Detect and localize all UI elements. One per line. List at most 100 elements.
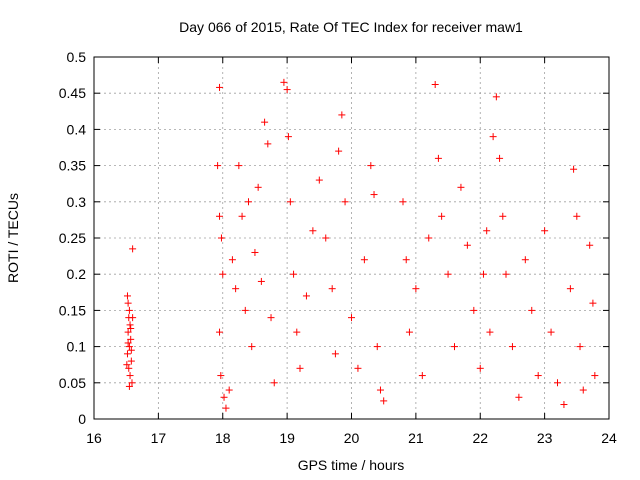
data-point <box>217 372 225 380</box>
x-tick-label: 19 <box>279 430 295 446</box>
data-point <box>280 78 288 86</box>
data-point <box>412 285 420 293</box>
y-tick-label: 0 <box>78 411 86 427</box>
data-point <box>219 270 227 278</box>
data-point <box>560 401 568 409</box>
data-point <box>547 328 555 336</box>
data-point <box>576 343 584 351</box>
data-point <box>463 241 471 249</box>
data-point <box>261 118 269 126</box>
data-point <box>589 299 597 307</box>
grid <box>94 57 609 419</box>
y-tick-label: 0.2 <box>67 266 87 282</box>
data-point <box>127 357 135 365</box>
data-point <box>283 86 291 94</box>
data-point <box>418 372 426 380</box>
axis-ticks <box>93 56 610 420</box>
data-point <box>216 328 224 336</box>
data-point <box>402 256 410 264</box>
data-point <box>232 285 240 293</box>
data-point <box>123 361 131 369</box>
y-tick-label: 0.45 <box>59 85 86 101</box>
x-axis-title: GPS time / hours <box>298 457 405 473</box>
data-point <box>257 277 265 285</box>
data-point <box>293 328 301 336</box>
data-point <box>248 343 256 351</box>
data-point <box>367 162 375 170</box>
data-point <box>405 328 413 336</box>
data-point <box>123 292 131 300</box>
chart-title: Day 066 of 2015, Rate Of TEC Index for r… <box>179 19 523 35</box>
data-point <box>129 245 137 253</box>
data-point <box>331 350 339 358</box>
data-point <box>286 198 294 206</box>
y-tick-label: 0.3 <box>67 194 87 210</box>
data-point <box>586 241 594 249</box>
data-point <box>124 299 132 307</box>
data-point <box>486 328 494 336</box>
data-point <box>220 393 228 401</box>
data-point <box>528 306 536 314</box>
data-point <box>380 397 388 405</box>
data-points <box>123 78 599 412</box>
data-point <box>125 382 133 390</box>
data-point <box>431 81 439 89</box>
data-point <box>124 339 132 347</box>
y-tick-label: 0.1 <box>67 339 87 355</box>
data-point <box>573 212 581 220</box>
data-point <box>238 212 246 220</box>
data-point <box>228 256 236 264</box>
data-point <box>483 227 491 235</box>
x-tick-label: 18 <box>215 430 231 446</box>
data-point <box>354 364 362 372</box>
data-point <box>217 234 225 242</box>
data-point <box>508 343 516 351</box>
data-point <box>399 198 407 206</box>
data-point <box>270 379 278 387</box>
data-point <box>335 147 343 155</box>
data-point <box>216 212 224 220</box>
x-tick-label: 20 <box>344 430 360 446</box>
data-point <box>444 270 452 278</box>
data-point <box>315 176 323 184</box>
data-point <box>521 256 529 264</box>
data-point <box>451 343 458 351</box>
data-point <box>245 198 252 206</box>
data-point <box>373 343 381 351</box>
data-point <box>129 314 137 322</box>
data-point <box>127 346 135 354</box>
data-point <box>214 162 222 170</box>
data-point <box>225 386 233 394</box>
data-point <box>338 111 346 119</box>
data-point <box>566 285 574 293</box>
x-tick-label: 17 <box>151 430 167 446</box>
data-point <box>290 270 298 278</box>
data-point <box>284 133 292 141</box>
data-point <box>476 364 484 372</box>
data-point <box>579 386 587 394</box>
data-point <box>591 372 599 380</box>
data-point <box>302 292 310 300</box>
y-tick-label: 0.15 <box>59 302 86 318</box>
y-axis-title: ROTI / TECUs <box>5 193 21 283</box>
data-point <box>127 335 135 343</box>
y-tick-label: 0.35 <box>59 158 86 174</box>
data-point <box>534 372 542 380</box>
data-point <box>328 285 336 293</box>
data-point <box>570 165 578 173</box>
data-point <box>434 154 442 162</box>
data-point <box>309 227 317 235</box>
x-tick-label: 23 <box>537 430 553 446</box>
data-point <box>489 133 497 141</box>
x-tick-label: 21 <box>408 430 424 446</box>
data-point <box>502 270 510 278</box>
data-point <box>241 306 249 314</box>
data-point <box>341 198 349 206</box>
data-point <box>124 328 132 336</box>
x-tick-label: 22 <box>472 430 488 446</box>
data-point <box>125 364 133 372</box>
data-point <box>123 350 131 358</box>
data-point <box>126 372 134 380</box>
data-point <box>554 379 561 387</box>
data-point <box>264 140 272 148</box>
